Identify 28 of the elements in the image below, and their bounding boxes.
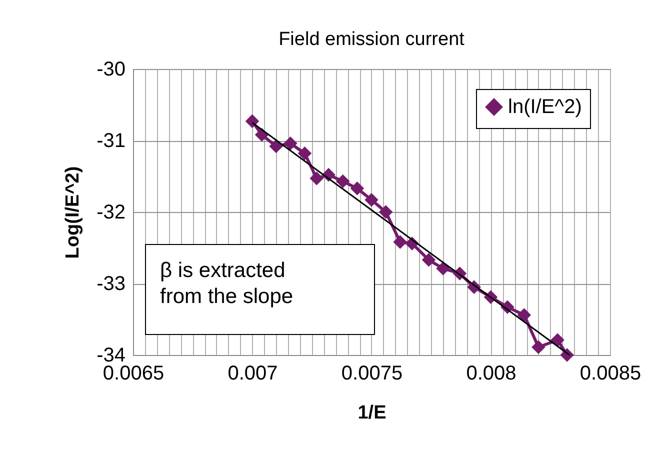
note-box: β is extracted from the slope xyxy=(145,244,375,335)
point xyxy=(364,192,378,207)
point xyxy=(532,340,546,354)
point xyxy=(550,333,564,347)
point xyxy=(350,182,364,196)
point xyxy=(393,235,408,249)
legend-label: ln(I/E^2) xyxy=(508,96,582,118)
point xyxy=(298,146,312,160)
y-tick-label: -31 xyxy=(96,130,126,152)
point xyxy=(517,308,532,322)
point xyxy=(336,174,350,188)
point xyxy=(310,172,324,186)
x-axis-title: 1/E xyxy=(358,402,386,424)
point xyxy=(422,253,436,267)
x-tick-label: 0.0085 xyxy=(580,362,642,384)
point xyxy=(436,262,450,276)
point xyxy=(245,114,260,128)
point xyxy=(284,136,298,150)
x-tick-label: 0.0075 xyxy=(341,362,403,384)
x-tick-label: 0.008 xyxy=(466,362,516,384)
y-tick-label: -32 xyxy=(96,202,126,224)
x-tick-label: 0.007 xyxy=(228,362,278,384)
point xyxy=(269,139,283,154)
chart-title: Field emission current xyxy=(278,29,466,50)
point xyxy=(378,205,393,219)
y-tick-label: -33 xyxy=(96,273,126,295)
y-tick-label: -30 xyxy=(96,58,126,80)
y-axis-title: Log(I/E^2) xyxy=(62,166,84,259)
